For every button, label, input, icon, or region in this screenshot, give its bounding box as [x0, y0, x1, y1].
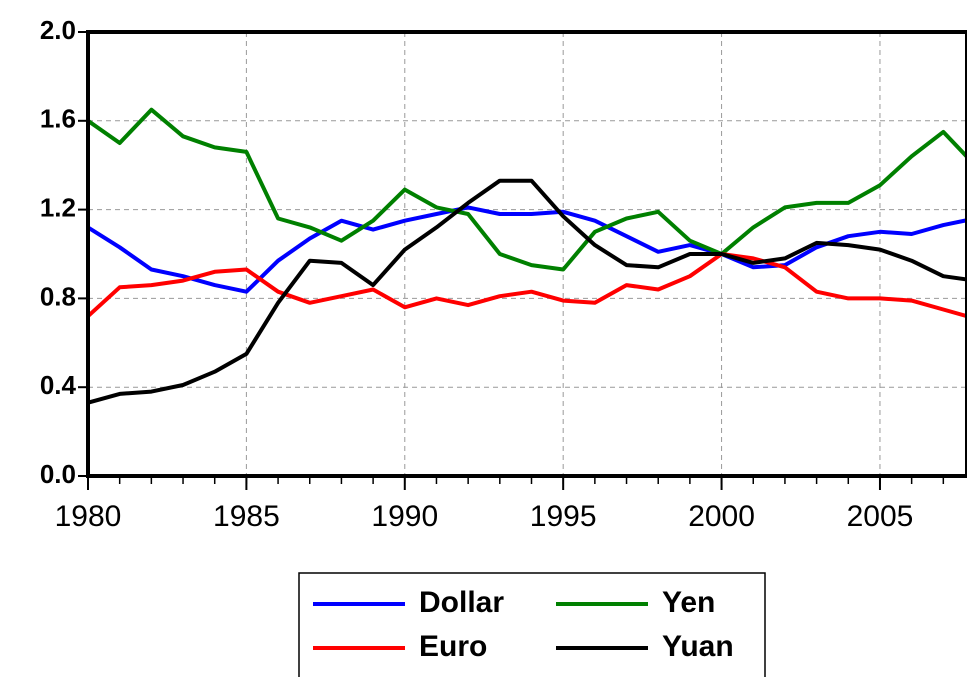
x-tick-label: 1995	[530, 500, 597, 533]
x-tick-label: 1980	[55, 500, 122, 533]
y-tick-label: 0.8	[40, 281, 76, 311]
y-tick-label: 1.2	[40, 192, 76, 222]
y-tick-label: 0.0	[40, 459, 76, 489]
y-tick-label: 1.6	[40, 104, 76, 134]
x-tick-label: 1990	[371, 500, 438, 533]
x-tick-label: 1985	[213, 500, 280, 533]
series-line	[86, 252, 967, 319]
plot-lines	[86, 107, 967, 405]
y-tick-label: 0.4	[40, 370, 77, 400]
series-line	[86, 205, 967, 294]
plot-frame	[86, 30, 967, 478]
legend-label: Euro	[419, 630, 487, 663]
legend-label: Dollar	[419, 586, 504, 619]
series-line	[87, 178, 967, 405]
grid	[87, 31, 967, 477]
frame: 0.0 0.4 0.8 1.2 1.6 2.0 1980 1985 1990 1995 2000 20…	[40, 15, 967, 533]
x-tick-label: 2005	[847, 500, 914, 533]
y-tick-label: 2.0	[40, 15, 76, 45]
legend-label: Yen	[662, 586, 715, 619]
legend-label: Yuan	[662, 630, 734, 663]
series-line	[86, 107, 967, 272]
legend-box	[298, 572, 766, 677]
x-tick-label: 2000	[688, 500, 755, 533]
legend: Dollar Yen Euro Yuan	[313, 586, 734, 663]
